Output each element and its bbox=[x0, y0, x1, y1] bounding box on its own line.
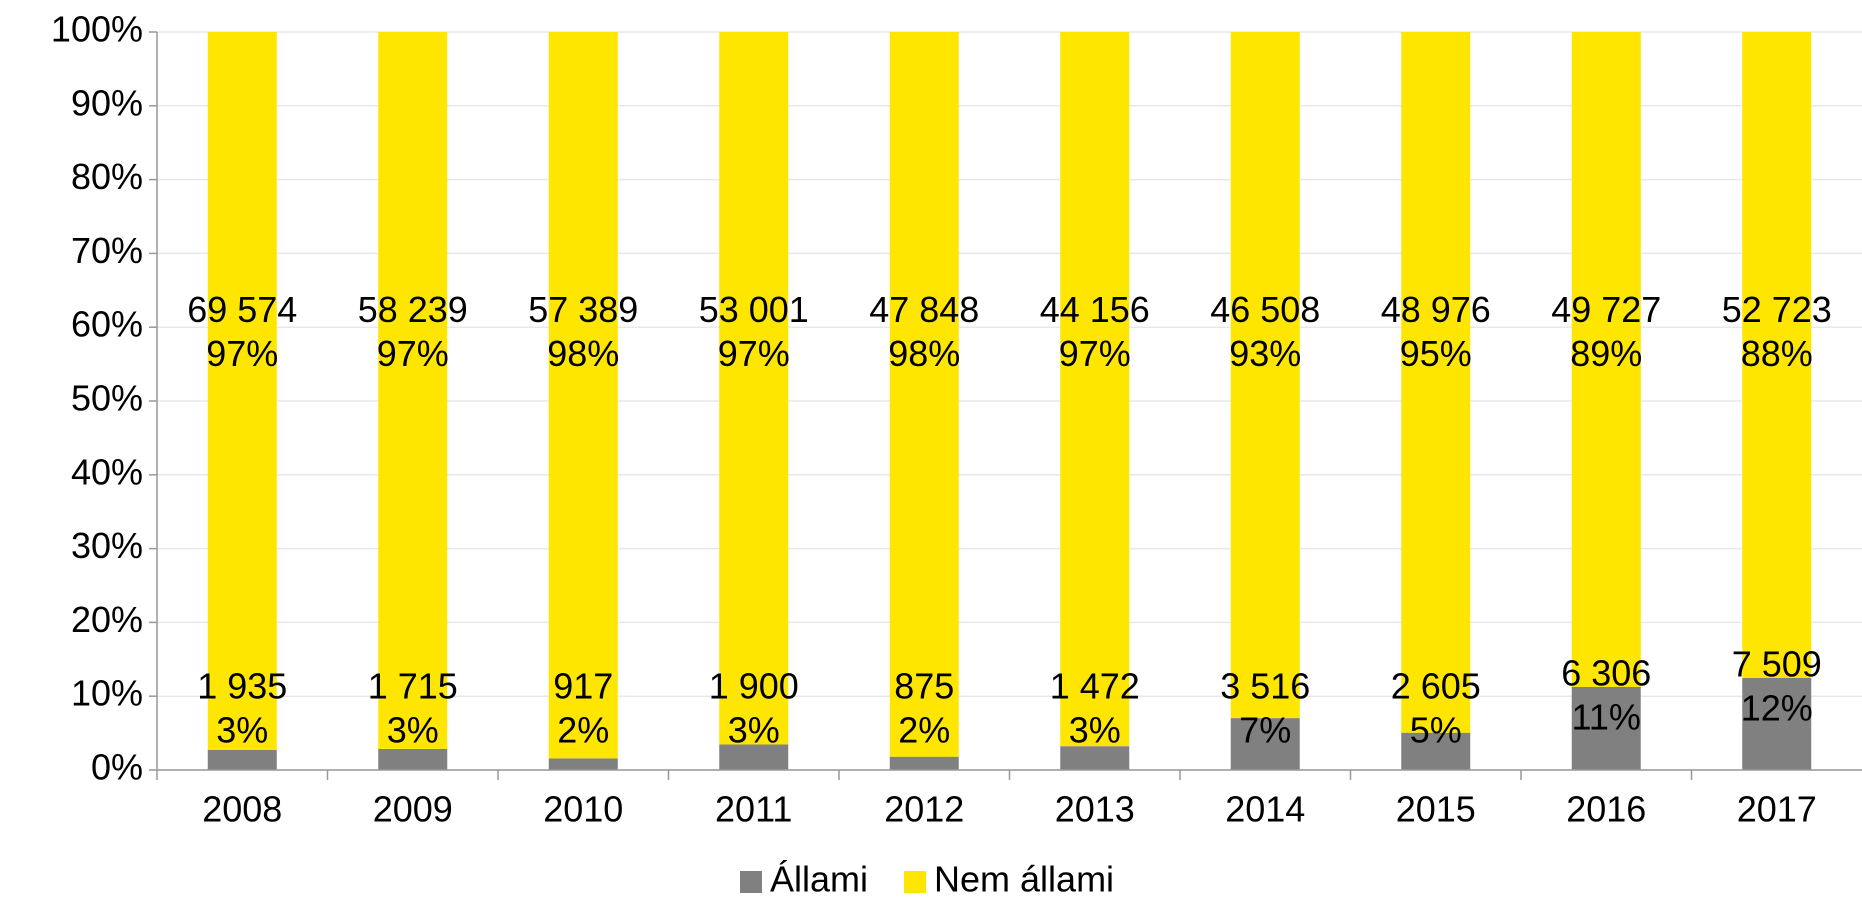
count-label: 57 389 bbox=[528, 289, 638, 330]
value-label: 7% bbox=[1239, 710, 1291, 751]
bar-segment bbox=[1230, 718, 1300, 770]
bar-segment bbox=[207, 750, 277, 770]
count-label: 1 900 bbox=[709, 665, 799, 706]
count-label: 3 516 bbox=[1220, 665, 1310, 706]
value-label: 3% bbox=[216, 710, 268, 751]
x-tick-label: 2008 bbox=[202, 789, 282, 830]
bar-segment bbox=[207, 32, 277, 751]
value-label: 97% bbox=[206, 333, 278, 374]
value-label: 93% bbox=[1229, 333, 1301, 374]
bar-segment bbox=[548, 32, 618, 759]
bar-segment bbox=[1230, 32, 1300, 719]
bar-segment bbox=[1742, 677, 1812, 770]
count-label: 69 574 bbox=[187, 289, 297, 330]
y-tick-label: 30% bbox=[71, 525, 143, 566]
value-label: 97% bbox=[377, 333, 449, 374]
x-tick-label: 2016 bbox=[1566, 789, 1646, 830]
legend-label: Nem állami bbox=[934, 859, 1114, 900]
x-tick-label: 2015 bbox=[1396, 789, 1476, 830]
count-label: 48 976 bbox=[1381, 289, 1491, 330]
count-label: 1 935 bbox=[197, 665, 287, 706]
bar-segment bbox=[1401, 32, 1471, 733]
value-label: 97% bbox=[1059, 333, 1131, 374]
count-label: 6 306 bbox=[1561, 652, 1651, 693]
y-tick-label: 90% bbox=[71, 82, 143, 123]
count-label: 46 508 bbox=[1210, 289, 1320, 330]
count-label: 875 bbox=[894, 665, 954, 706]
legend-label: Állami bbox=[770, 859, 868, 900]
x-tick-label: 2014 bbox=[1225, 789, 1305, 830]
bar-segment bbox=[889, 756, 959, 770]
count-label: 49 727 bbox=[1551, 289, 1661, 330]
y-tick-label: 70% bbox=[71, 230, 143, 271]
count-label: 44 156 bbox=[1040, 289, 1150, 330]
y-tick-label: 50% bbox=[71, 378, 143, 419]
x-tick-label: 2013 bbox=[1055, 789, 1135, 830]
bar-segment bbox=[719, 32, 789, 745]
y-tick-label: 0% bbox=[91, 747, 143, 788]
count-label: 1 472 bbox=[1050, 665, 1140, 706]
x-tick-label: 2017 bbox=[1737, 789, 1817, 830]
legend-swatch bbox=[904, 871, 927, 893]
legend-swatch bbox=[740, 871, 762, 893]
y-tick-label: 40% bbox=[71, 451, 143, 492]
bar-segment bbox=[1571, 32, 1641, 687]
value-label: 3% bbox=[728, 710, 780, 751]
bar-segment bbox=[719, 744, 789, 770]
bar-segment bbox=[1401, 732, 1471, 770]
count-label: 917 bbox=[553, 665, 613, 706]
x-tick-label: 2009 bbox=[373, 789, 453, 830]
value-label: 97% bbox=[718, 333, 790, 374]
count-label: 2 605 bbox=[1391, 665, 1481, 706]
x-tick-label: 2012 bbox=[884, 789, 964, 830]
value-label: 3% bbox=[387, 710, 439, 751]
count-label: 52 723 bbox=[1722, 289, 1832, 330]
value-label: 89% bbox=[1570, 333, 1642, 374]
bar-segment bbox=[1060, 746, 1130, 770]
value-label: 88% bbox=[1741, 333, 1813, 374]
bar-segment bbox=[889, 32, 959, 757]
bar-segment bbox=[1571, 686, 1641, 770]
value-label: 2% bbox=[557, 710, 609, 751]
bar-segment bbox=[548, 758, 618, 770]
y-tick-label: 60% bbox=[71, 304, 143, 345]
bar-segment bbox=[378, 748, 448, 770]
y-tick-label: 20% bbox=[71, 599, 143, 640]
value-label: 2% bbox=[898, 710, 950, 751]
count-label: 47 848 bbox=[869, 289, 979, 330]
count-label: 1 715 bbox=[368, 665, 458, 706]
value-label: 98% bbox=[547, 333, 619, 374]
value-label: 95% bbox=[1400, 333, 1472, 374]
bar-segment bbox=[1060, 32, 1130, 747]
x-tick-label: 2011 bbox=[715, 789, 792, 830]
value-label: 11% bbox=[1572, 697, 1641, 738]
value-label: 5% bbox=[1410, 710, 1462, 751]
value-label: 3% bbox=[1069, 710, 1121, 751]
y-tick-label: 10% bbox=[71, 673, 143, 714]
x-tick-label: 2010 bbox=[543, 789, 623, 830]
count-label: 53 001 bbox=[699, 289, 809, 330]
value-label: 12% bbox=[1741, 688, 1813, 729]
value-label: 98% bbox=[888, 333, 960, 374]
y-tick-label: 80% bbox=[71, 156, 143, 197]
bar-segment bbox=[378, 32, 448, 749]
count-label: 58 239 bbox=[358, 289, 468, 330]
y-tick-label: 100% bbox=[51, 9, 143, 50]
count-label: 7 509 bbox=[1732, 643, 1822, 684]
bar-segment bbox=[1742, 32, 1812, 678]
